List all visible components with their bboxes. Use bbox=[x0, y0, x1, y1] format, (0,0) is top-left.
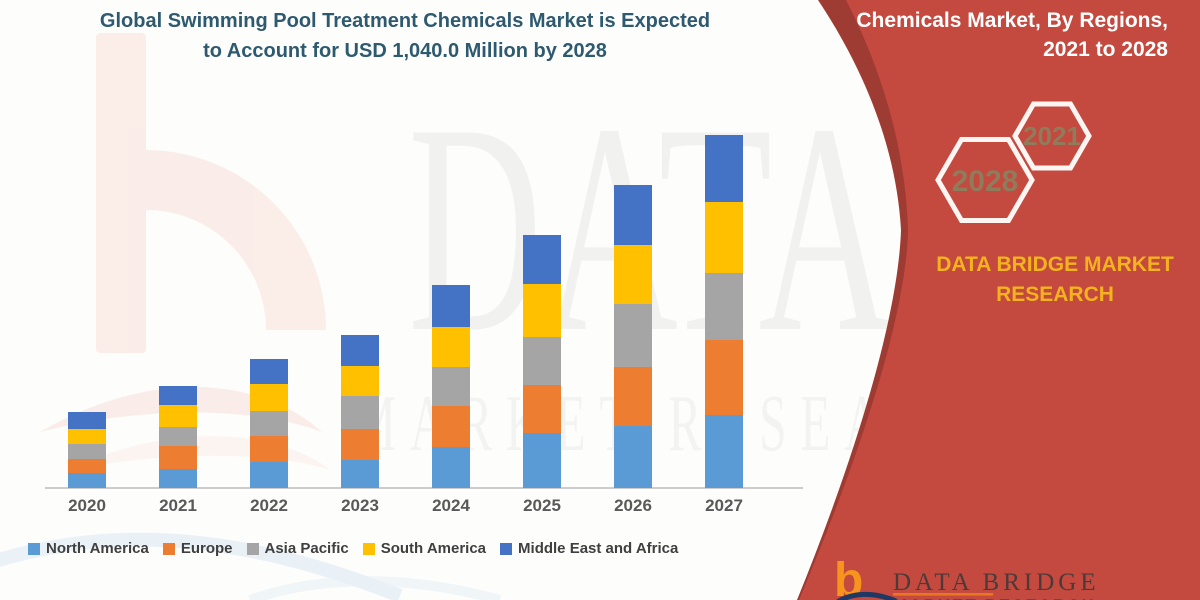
chart-title: Global Swimming Pool Treatment Chemicals… bbox=[35, 6, 775, 66]
banner-heading-line2: 2021 to 2028 bbox=[1043, 38, 1168, 61]
legend-item-middle-east-and-africa: Middle East and Africa bbox=[500, 540, 678, 557]
legend-item-north-america: North America bbox=[28, 540, 149, 557]
legend-swatch-icon bbox=[28, 542, 40, 555]
legend-swatch-icon bbox=[362, 542, 375, 555]
brand-name-line1: DATA BRIDGE MARKET bbox=[936, 253, 1174, 276]
legend-label: North America bbox=[46, 540, 149, 557]
chart-title-line1: Global Swimming Pool Treatment Chemicals… bbox=[99, 10, 711, 32]
footer-logo-underline bbox=[893, 593, 993, 596]
footer-logo-text: DATA BRIDGE bbox=[893, 569, 1100, 596]
footer-logo-swoosh-icon bbox=[836, 591, 897, 600]
legend-swatch-icon bbox=[162, 542, 175, 555]
hexagon-2021-label: 2021 bbox=[1023, 121, 1081, 151]
legend-label: Asia Pacific bbox=[264, 540, 349, 557]
chart-legend: North America Europe Asia Pacific South Ame… bbox=[28, 540, 678, 557]
hexagon-2028 bbox=[935, 137, 1035, 223]
footer-logo-subtext: MARKET RESEARCH bbox=[893, 596, 1096, 600]
banner-heading: Chemicals Market, By Regions, 2021 to 20… bbox=[748, 6, 1168, 64]
x-axis-line bbox=[45, 487, 803, 489]
legend-label: Middle East and Africa bbox=[518, 540, 679, 557]
legend-swatch-icon bbox=[246, 542, 259, 555]
legend-item-south-america: South America bbox=[362, 540, 487, 557]
legend-swatch-icon bbox=[500, 542, 513, 555]
chart-title-line2: to Account for USD 1,040.0 Million by 20… bbox=[203, 40, 607, 62]
hexagon-2028-label: 2028 bbox=[952, 165, 1019, 198]
legend-item-europe: Europe bbox=[162, 540, 233, 557]
legend-label: South America bbox=[380, 540, 487, 557]
brand-name: DATA BRIDGE MARKET RESEARCH bbox=[900, 250, 1200, 310]
hexagon-2021 bbox=[1012, 101, 1092, 171]
banner-heading-line1: Chemicals Market, By Regions, bbox=[856, 9, 1168, 32]
brand-name-line2: RESEARCH bbox=[996, 283, 1114, 306]
legend-label: Europe bbox=[180, 540, 233, 557]
legend-item-asia-pacific: Asia Pacific bbox=[246, 540, 349, 557]
footer-logo: b DATA BRIDGE MARKET RESEARCH bbox=[836, 556, 1100, 600]
